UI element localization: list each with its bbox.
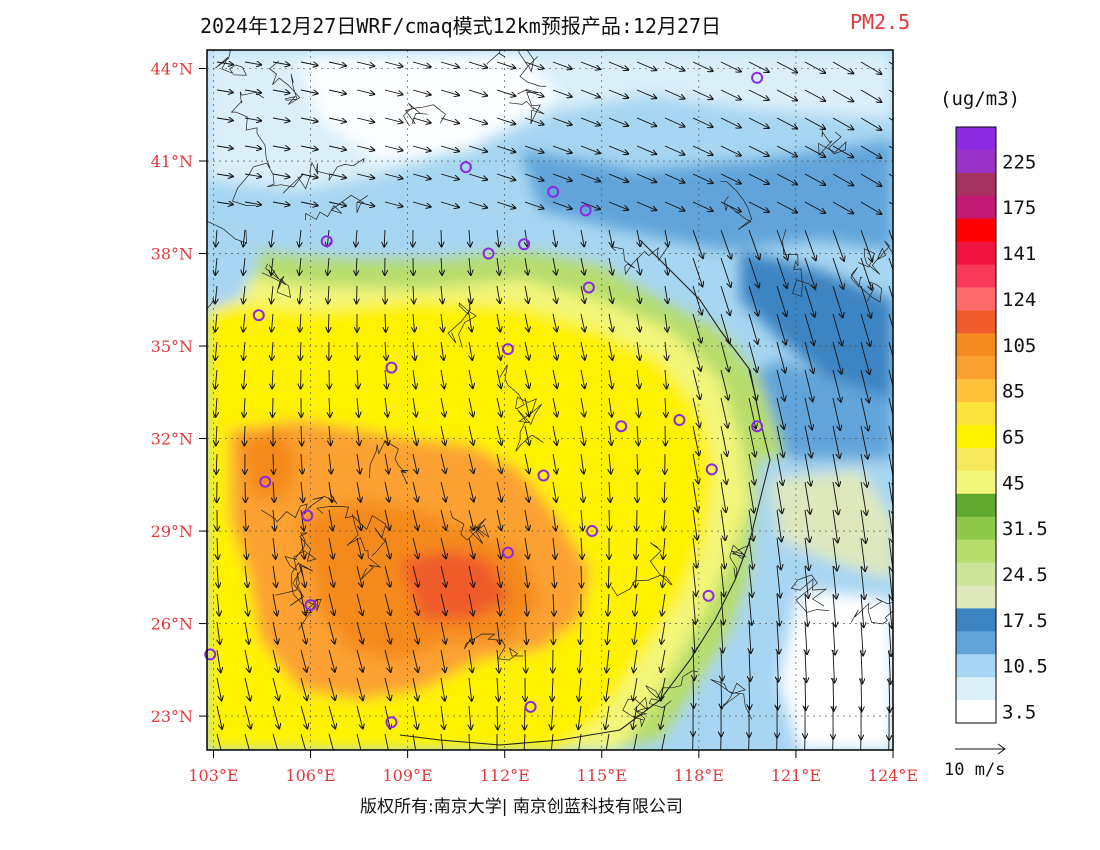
colorbar-label: 225 [1002,151,1036,173]
station-marker [582,281,595,294]
colorbar-bin [956,195,996,220]
colorbar-bin [956,654,996,678]
colorbar-bin [956,425,996,449]
monitoring-stations [204,71,764,729]
station-marker [204,648,217,661]
lat-tick-label: 41°N [151,152,193,171]
colorbar-bin [956,333,996,357]
lon-tick-label: 124°E [868,766,918,785]
colorbar: 225 175 141 124 105 85 65 45 31.5 24.5 17.5 10.5 3.5 [955,126,1048,724]
station-marker [547,185,560,198]
station-marker [459,161,472,174]
colorbar-bin [956,356,996,380]
colorbar-bin [956,310,996,334]
station-marker [259,475,272,488]
lon-tick-label: 112°E [480,766,530,785]
colorbar-bin [956,562,996,586]
lat-tick-label: 23°N [151,707,193,726]
colorbar-bin [956,149,996,174]
province-boundaries [207,50,893,746]
wind-scale-arrow [955,743,1006,755]
lat-tick-label: 44°N [151,60,193,79]
station-marker [482,247,495,260]
colorbar-label: 17.5 [1002,610,1048,632]
colorbar-label: 3.5 [1002,702,1036,724]
wind-vectors [215,62,893,750]
pm25-field [207,50,893,750]
station-marker [524,700,537,713]
colorbar-label: 31.5 [1002,518,1048,540]
lon-tick-label: 106°E [285,766,335,785]
lon-tick-label: 103°E [188,766,238,785]
colorbar-bin [956,539,996,564]
colorbar-bin [956,379,996,403]
colorbar-label: 85 [1002,381,1025,403]
station-marker [673,414,686,427]
longitude-axis: 103°E 106°E 109°E 112°E 115°E 118°E 121°E 124°E [188,750,918,785]
colorbar-bin [956,287,996,311]
colorbar-bin [956,631,996,655]
station-marker [385,361,398,374]
lat-tick-label: 38°N [151,245,193,264]
station-marker [702,589,715,602]
colorbar-label: 141 [1002,243,1036,265]
colorbar-bin [956,700,996,724]
lat-tick-label: 26°N [151,615,193,634]
colorbar-bin [956,493,996,518]
lat-tick-label: 32°N [151,430,193,449]
latitude-axis: 44°N 41°N 38°N 35°N 32°N 29°N 26°N 23°N [151,60,207,726]
station-marker [518,238,531,251]
colorbar-bin [956,677,996,701]
plot-frame [206,49,894,751]
lon-tick-label: 118°E [674,766,724,785]
colorbar-label: 124 [1002,289,1036,311]
units-label: (ug/m3) [940,88,1021,110]
colorbar-label: 24.5 [1002,564,1048,586]
station-marker [537,469,550,482]
station-marker [579,204,592,217]
station-marker [705,463,718,476]
variable-label: PM2.5 [850,10,911,34]
colorbar-label: 175 [1002,197,1036,219]
lat-tick-label: 29°N [151,522,193,541]
colorbar-label: 10.5 [1002,656,1048,678]
colorbar-bin [956,264,996,288]
colorbar-bin [956,172,996,197]
station-marker [252,309,265,322]
colorbar-bin [956,447,996,472]
colorbar-bin [956,127,996,151]
colorbar-bin [956,402,996,426]
station-marker [320,235,333,248]
colorbar-bin [956,218,996,243]
lon-tick-label: 109°E [383,766,433,785]
map-title: 2024年12月27日WRF/cmaq模式12km预报产品:12月27日 [200,14,722,38]
colorbar-bin [956,470,996,495]
colorbar-bin [956,585,996,609]
colorbar-label: 105 [1002,335,1036,357]
lon-tick-label: 121°E [771,766,821,785]
station-marker [615,420,628,433]
lat-tick-label: 35°N [151,337,193,356]
station-marker [751,420,764,433]
colorbar-bin [956,241,996,266]
station-marker [301,509,314,522]
station-marker [586,525,599,538]
lon-tick-label: 115°E [577,766,627,785]
graticule [207,50,893,750]
copyright-text: 版权所有:南京大学| 南京创蓝科技有限公司 [360,797,683,817]
colorbar-label: 65 [1002,426,1025,448]
station-marker [304,599,317,612]
station-marker [501,343,514,356]
station-marker [385,716,398,729]
colorbar-bin [956,516,996,541]
station-marker [751,71,764,84]
wind-scale-label: 10 m/s [944,760,1006,780]
colorbar-bin [956,608,996,632]
station-marker [501,546,514,559]
colorbar-label: 45 [1002,472,1025,494]
